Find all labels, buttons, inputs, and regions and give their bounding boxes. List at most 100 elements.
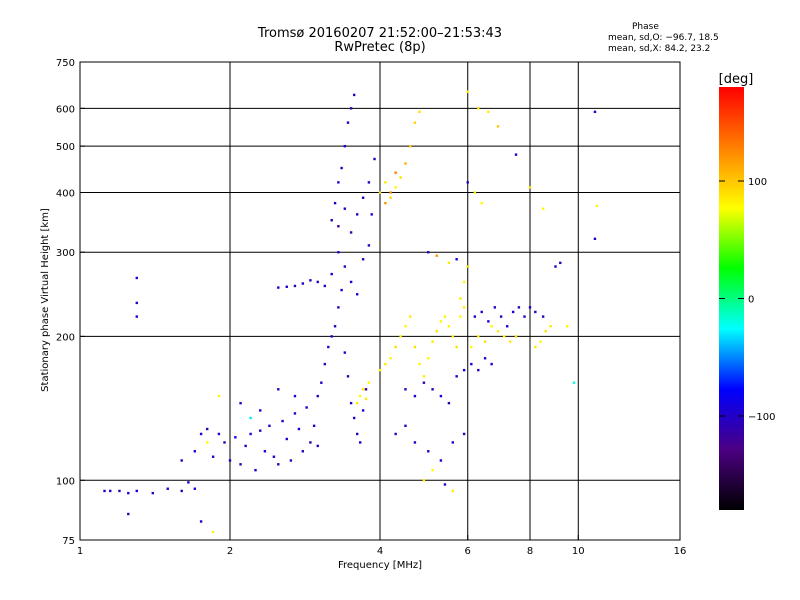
data-point bbox=[508, 340, 512, 343]
data-point bbox=[511, 310, 515, 314]
data-point bbox=[244, 444, 247, 448]
data-point bbox=[340, 288, 343, 292]
data-point bbox=[487, 110, 490, 114]
data-point bbox=[439, 459, 443, 462]
data-point bbox=[285, 285, 288, 288]
x-axis-ticks: 1 2 4 6 8 10 16 bbox=[77, 535, 686, 557]
data-point bbox=[554, 265, 557, 268]
data-point bbox=[293, 412, 297, 415]
data-point bbox=[389, 357, 392, 360]
data-point bbox=[346, 121, 350, 124]
data-point bbox=[384, 181, 387, 184]
data-point bbox=[223, 441, 226, 444]
data-point bbox=[316, 394, 319, 398]
data-point bbox=[355, 213, 359, 216]
data-point bbox=[367, 181, 371, 184]
data-point bbox=[447, 325, 451, 328]
x-tick-label: 1 bbox=[77, 546, 83, 557]
data-point bbox=[447, 261, 451, 265]
data-point bbox=[427, 357, 430, 360]
data-point bbox=[333, 201, 337, 205]
data-point bbox=[277, 286, 280, 289]
data-point bbox=[305, 406, 308, 409]
x-tick-label: 10 bbox=[572, 546, 585, 557]
data-point bbox=[404, 388, 407, 391]
data-point bbox=[394, 186, 397, 189]
data-point bbox=[462, 306, 466, 309]
data-point bbox=[470, 345, 473, 349]
data-point bbox=[422, 375, 426, 378]
data-point bbox=[364, 388, 368, 391]
data-point bbox=[477, 368, 480, 372]
data-point bbox=[349, 280, 353, 284]
colorbar-unit-label: [deg] bbox=[719, 72, 754, 87]
data-point bbox=[199, 432, 203, 436]
data-point bbox=[399, 176, 402, 179]
data-point bbox=[528, 186, 532, 189]
data-point bbox=[193, 487, 197, 490]
data-point bbox=[443, 483, 447, 486]
data-point bbox=[459, 315, 462, 318]
data-point bbox=[418, 110, 421, 114]
data-point bbox=[455, 375, 458, 378]
data-point bbox=[451, 489, 455, 493]
data-point bbox=[367, 244, 371, 247]
data-point bbox=[370, 213, 373, 216]
data-point bbox=[349, 401, 353, 405]
data-points bbox=[103, 90, 599, 534]
data-point bbox=[427, 251, 430, 254]
data-point bbox=[330, 335, 333, 338]
data-point bbox=[514, 153, 518, 156]
data-point bbox=[337, 181, 340, 184]
data-point bbox=[443, 315, 447, 318]
data-point bbox=[281, 419, 284, 423]
data-point bbox=[293, 394, 297, 398]
data-point bbox=[127, 491, 130, 495]
y-axis-label: Stationary phase Virtual Height [km] bbox=[40, 208, 51, 392]
data-point bbox=[431, 388, 434, 391]
data-point bbox=[254, 468, 257, 472]
data-point bbox=[346, 375, 350, 378]
data-point bbox=[297, 427, 301, 431]
data-point bbox=[234, 436, 237, 439]
data-point bbox=[277, 388, 280, 391]
data-point bbox=[211, 455, 215, 458]
y-tick-label: 200 bbox=[56, 332, 75, 343]
data-point bbox=[431, 468, 434, 472]
data-point bbox=[327, 345, 330, 349]
data-point bbox=[480, 310, 483, 314]
data-point bbox=[409, 315, 412, 318]
data-point bbox=[358, 394, 362, 398]
data-point bbox=[477, 107, 480, 110]
data-point bbox=[517, 306, 521, 309]
data-point bbox=[135, 489, 138, 493]
y-axis-ticks: 75 100 200 300 400 500 600 750 bbox=[56, 58, 85, 547]
data-point bbox=[487, 320, 490, 323]
data-point bbox=[462, 432, 466, 436]
data-point bbox=[355, 293, 359, 296]
phase-colorbar: [deg] 100 0 −100 bbox=[719, 72, 775, 510]
data-point bbox=[249, 416, 252, 420]
data-point bbox=[413, 345, 417, 349]
data-point bbox=[228, 459, 232, 462]
data-point bbox=[301, 282, 305, 285]
data-point bbox=[431, 340, 434, 343]
data-point bbox=[205, 427, 209, 431]
data-point bbox=[333, 325, 337, 328]
data-point bbox=[496, 330, 500, 333]
data-point bbox=[378, 368, 382, 372]
data-point bbox=[361, 258, 365, 261]
data-point bbox=[337, 306, 340, 309]
data-point bbox=[193, 450, 197, 453]
data-point bbox=[285, 437, 288, 441]
data-point bbox=[343, 144, 347, 148]
data-point bbox=[496, 125, 500, 128]
data-point bbox=[427, 450, 430, 453]
data-point bbox=[340, 166, 343, 170]
data-point bbox=[534, 345, 537, 349]
data-point bbox=[211, 530, 215, 534]
data-point bbox=[389, 196, 392, 199]
colorbar-tick-label: 0 bbox=[748, 295, 754, 306]
data-point bbox=[330, 219, 333, 222]
